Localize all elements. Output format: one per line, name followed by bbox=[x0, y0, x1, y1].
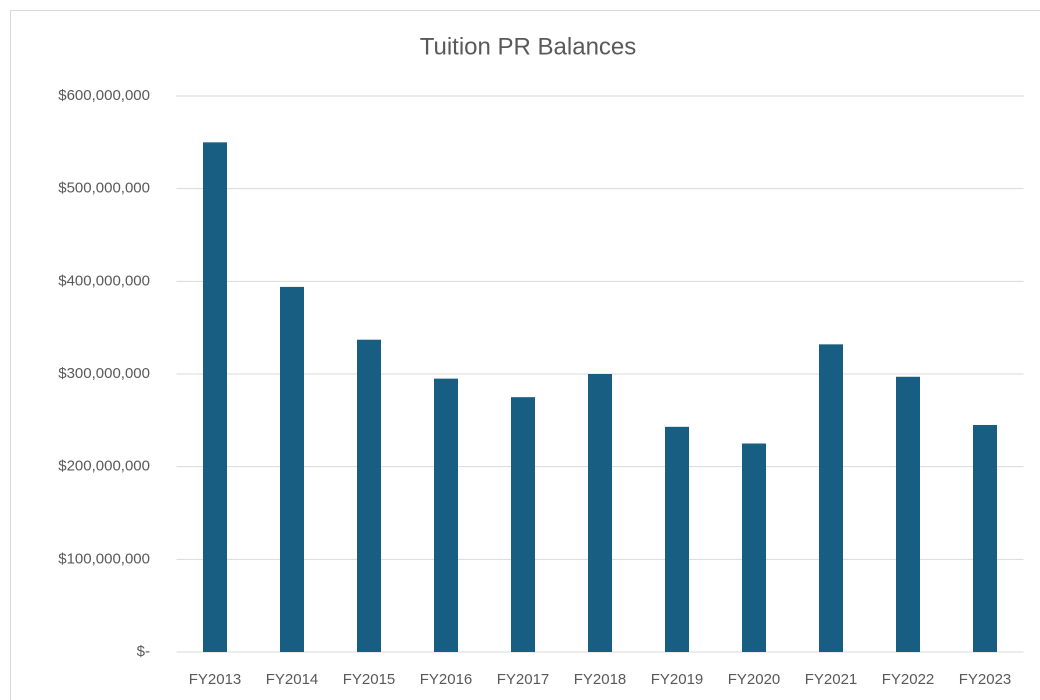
y-tick-label: $100,000,000 bbox=[58, 550, 150, 567]
x-tick-label: FY2015 bbox=[343, 671, 396, 688]
x-tick-label: FY2016 bbox=[420, 671, 473, 688]
bar bbox=[511, 397, 535, 652]
y-tick-label: $200,000,000 bbox=[58, 458, 150, 475]
bar bbox=[819, 344, 843, 652]
bar bbox=[665, 426, 689, 652]
x-tick-label: FY2021 bbox=[805, 671, 858, 688]
x-tick-label: FY2017 bbox=[497, 671, 550, 688]
bar bbox=[973, 424, 997, 652]
bar bbox=[203, 142, 227, 653]
x-tick-label: FY2014 bbox=[266, 671, 319, 688]
x-tick-label: FY2013 bbox=[189, 671, 242, 688]
x-tick-label: FY2019 bbox=[651, 671, 704, 688]
bar bbox=[357, 339, 381, 652]
bar bbox=[434, 378, 458, 652]
x-tick-label: FY2022 bbox=[882, 671, 935, 688]
y-tick-label: $500,000,000 bbox=[58, 180, 150, 197]
bar bbox=[742, 443, 766, 652]
chart-title: Tuition PR Balances bbox=[420, 33, 637, 60]
y-tick-label: $300,000,000 bbox=[58, 365, 150, 382]
y-tick-label: $- bbox=[137, 643, 150, 660]
x-tick-label: FY2018 bbox=[574, 671, 627, 688]
bar bbox=[896, 376, 920, 652]
y-tick-label: $400,000,000 bbox=[58, 272, 150, 289]
x-tick-label: FY2020 bbox=[728, 671, 781, 688]
x-tick-label: FY2023 bbox=[959, 671, 1012, 688]
bar bbox=[280, 286, 304, 652]
y-tick-label: $600,000,000 bbox=[58, 87, 150, 104]
bar bbox=[588, 374, 612, 652]
